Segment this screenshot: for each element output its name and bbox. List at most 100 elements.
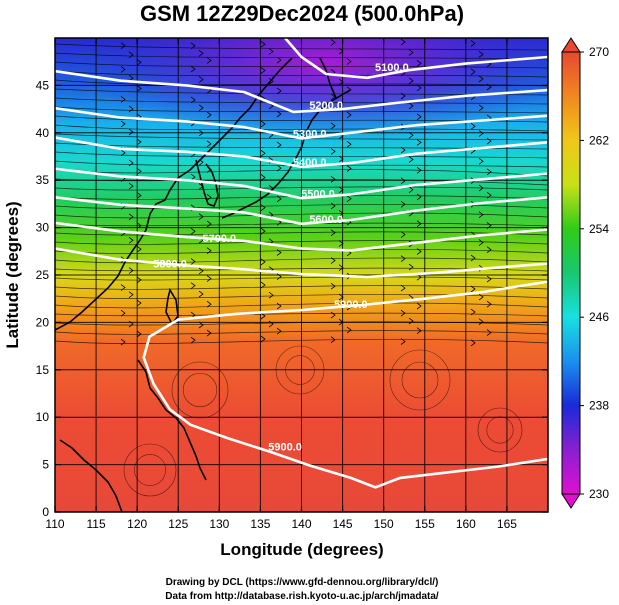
colorbar-tick-label-254: 254 bbox=[589, 222, 609, 236]
colorbar: 230 238 246 254 262 270 bbox=[561, 37, 609, 509]
streamline-arrow bbox=[120, 42, 126, 50]
streamline-arrow bbox=[276, 56, 282, 64]
streamline-arrow bbox=[206, 329, 212, 337]
streamline-arrow bbox=[198, 49, 204, 57]
streamline bbox=[55, 195, 548, 200]
coastline-sakhalin bbox=[319, 57, 337, 99]
streamline-arrow bbox=[120, 66, 126, 73]
streamline-arrow bbox=[470, 285, 476, 293]
streamline-arrow bbox=[470, 40, 476, 47]
streamline-arrow bbox=[260, 335, 266, 343]
streamline-arrow bbox=[338, 209, 344, 217]
streamline-arrow bbox=[128, 74, 134, 82]
credit-data: Data from http://database.rish.kyoto-u.a… bbox=[165, 591, 439, 602]
streamline-arrow bbox=[478, 75, 484, 83]
streamline-arrow bbox=[260, 174, 266, 181]
streamline-arrow bbox=[470, 254, 476, 262]
contour-label-2: 5300.0 bbox=[293, 129, 327, 141]
streamline bbox=[55, 133, 548, 141]
streamline-arrow bbox=[478, 293, 484, 301]
streamline-arrow bbox=[260, 95, 266, 103]
streamline-arrow bbox=[338, 47, 344, 55]
streamline bbox=[55, 312, 548, 317]
streamline bbox=[55, 222, 548, 227]
y-axis-label: Latitude (degrees) bbox=[3, 201, 22, 348]
streamline-arrow bbox=[128, 105, 134, 113]
x-tick-label-150: 150 bbox=[374, 517, 394, 531]
streamline bbox=[55, 267, 548, 272]
x-tick-label-155: 155 bbox=[415, 517, 435, 531]
x-tick-label-160: 160 bbox=[456, 517, 476, 531]
height-contours: 5100.0 5200.0 5300.0 5400.0 5500.0 5600.0 5700… bbox=[55, 38, 548, 489]
streamline-arrow bbox=[416, 113, 422, 121]
streamline bbox=[55, 70, 548, 78]
streamline-arrow bbox=[400, 255, 406, 262]
y-tick-label-25: 25 bbox=[36, 268, 50, 282]
streamline-arrow bbox=[136, 276, 142, 284]
streamline-arrow bbox=[268, 48, 274, 55]
contour-line-1 bbox=[55, 69, 548, 114]
streamline-arrow bbox=[416, 327, 422, 335]
streamline-arrow bbox=[268, 77, 274, 85]
streamline-arrow bbox=[136, 192, 142, 199]
streamline-arrow bbox=[416, 84, 422, 92]
streamline-arrow bbox=[486, 168, 492, 176]
streamline-arrow bbox=[120, 338, 126, 346]
streamline-arrow bbox=[206, 247, 212, 255]
y-tick-label-35: 35 bbox=[36, 173, 50, 187]
streamline-arrow bbox=[136, 58, 142, 66]
streamline-arrow bbox=[190, 65, 196, 73]
streamline bbox=[55, 151, 548, 159]
streamline-arrow bbox=[416, 139, 422, 146]
streamline-arrow bbox=[416, 220, 422, 228]
streamline-arrow bbox=[330, 282, 336, 290]
streamline-arrow bbox=[346, 140, 352, 148]
streamline-arrow bbox=[198, 267, 204, 275]
streamline-arrow bbox=[136, 85, 142, 92]
streamline-arrow bbox=[276, 249, 282, 256]
streamline-arrow bbox=[470, 339, 476, 347]
streamline bbox=[55, 231, 548, 236]
streamline-arrow bbox=[486, 137, 492, 145]
streamline-arrow bbox=[260, 67, 266, 74]
streamline-arrow bbox=[276, 164, 282, 172]
streamline-arrow bbox=[416, 193, 422, 201]
streamline-eddy bbox=[182, 372, 218, 408]
streamline-arrow bbox=[338, 240, 344, 247]
streamline-arrow bbox=[190, 258, 196, 265]
y-tick-label-15: 15 bbox=[36, 363, 50, 377]
streamline bbox=[55, 169, 548, 177]
streamline-arrow bbox=[128, 213, 134, 221]
x-tick-label-115: 115 bbox=[87, 517, 106, 531]
streamline-arrow bbox=[486, 222, 492, 229]
streamline-arrow bbox=[338, 101, 344, 109]
streamline-arrow bbox=[470, 122, 476, 130]
streamline-arrow bbox=[330, 148, 336, 155]
streamline bbox=[55, 115, 548, 123]
streamline bbox=[55, 97, 548, 105]
streamline-arrow bbox=[330, 311, 336, 319]
streamline-arrow bbox=[470, 68, 476, 76]
streamline-eddy bbox=[275, 345, 325, 395]
streamline-arrow bbox=[478, 104, 484, 112]
streamline-arrow bbox=[128, 236, 134, 244]
streamline-arrow bbox=[478, 157, 484, 165]
streamline-arrow bbox=[478, 318, 484, 326]
streamline-arrow bbox=[190, 227, 196, 235]
coastline-japan bbox=[221, 89, 351, 219]
contour-line-8 bbox=[142, 280, 548, 489]
streamline-arrow bbox=[338, 264, 344, 271]
streamline-arrow bbox=[206, 111, 212, 119]
streamline-arrow bbox=[206, 220, 212, 228]
streamline-arrow bbox=[400, 146, 406, 154]
x-tick-label-135: 135 bbox=[250, 517, 270, 531]
streamline-arrow bbox=[478, 130, 484, 137]
streamline-arrow bbox=[330, 39, 336, 46]
streamline-arrow bbox=[128, 182, 134, 190]
streamline-arrow bbox=[276, 141, 282, 149]
contour-label-5: 5600.0 bbox=[309, 214, 343, 226]
streamline-arrow bbox=[470, 308, 476, 316]
streamline-arrow bbox=[330, 175, 336, 183]
streamline bbox=[55, 321, 548, 326]
colorbar-tick-label-270: 270 bbox=[589, 45, 609, 59]
